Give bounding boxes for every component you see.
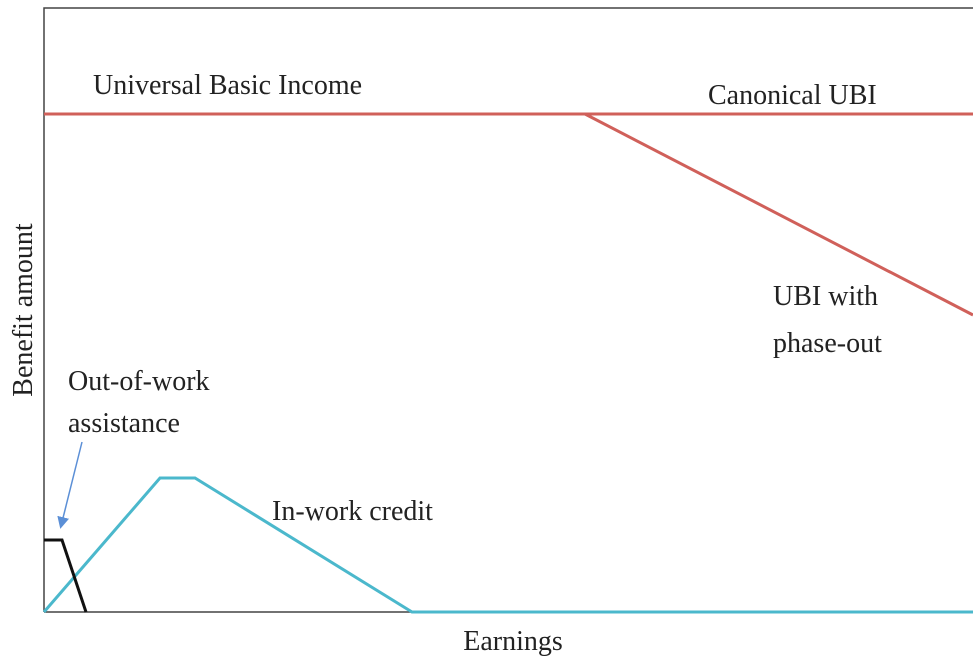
frame (43, 7, 973, 612)
in-work-credit-line (42, 476, 973, 614)
label-phaseout: phase-out (773, 328, 882, 359)
pointer-arrow (57, 441, 83, 529)
x-axis-label: Earnings (463, 626, 563, 657)
label-out-of-work: assistance (68, 408, 180, 439)
label-canonical: Canonical UBI (708, 80, 877, 111)
label-out-of-work: Out-of-work (68, 366, 210, 397)
label-in-work: In-work credit (272, 496, 433, 527)
ubi-phaseout-line (584, 112, 973, 317)
out-of-work-line (44, 538, 88, 613)
label-phaseout: UBI with (773, 281, 878, 312)
y-axis-label: Benefit amount (8, 223, 39, 397)
label-ubi: Universal Basic Income (93, 70, 362, 101)
